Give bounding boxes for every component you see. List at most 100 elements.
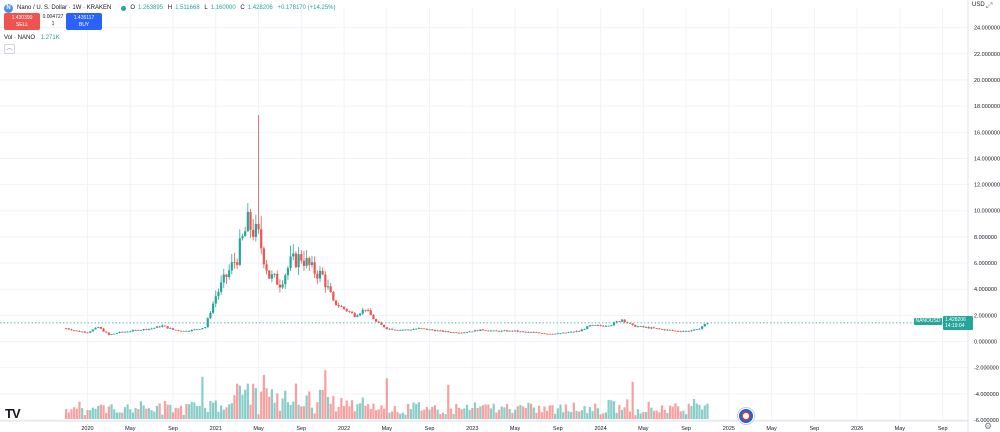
low-value: 1.160000: [210, 5, 236, 11]
ohlc-values: O 1.263895 H 1.511668 L 1.160000 C 1.428206 …: [130, 5, 338, 11]
volume-bar: [546, 410, 549, 419]
low-label: L: [204, 5, 208, 11]
candle-body: [631, 323, 634, 325]
volume-bar: [602, 413, 605, 419]
volume-bar: [364, 405, 367, 419]
high-value: 1.511668: [175, 5, 200, 11]
volume-bar: [476, 407, 479, 419]
x-tick-label: Sep: [296, 426, 306, 432]
candle-body: [94, 327, 97, 330]
volume-bar: [431, 406, 434, 419]
candle-body: [666, 329, 669, 331]
volume-bar: [564, 404, 567, 419]
candle-body: [524, 331, 527, 333]
candle-body: [182, 330, 185, 332]
volume-bar: [399, 413, 402, 419]
candle-body: [345, 308, 348, 312]
volume-bar: [212, 402, 215, 419]
candle-body: [695, 329, 698, 330]
volume-bar: [497, 409, 501, 419]
candle-body: [284, 275, 287, 285]
volume-bar: [452, 413, 455, 419]
volume-bar: [230, 403, 233, 419]
volume-bar: [409, 409, 412, 419]
candle-body: [548, 333, 551, 335]
candle-body: [190, 329, 193, 332]
y-tick-label: 4.000000: [974, 287, 997, 293]
candle-body: [292, 253, 295, 257]
volume-bar: [369, 408, 372, 419]
gear-icon[interactable]: ⚙: [984, 421, 993, 431]
volume-bar: [524, 407, 527, 419]
candle-body: [198, 329, 201, 330]
candle-body: [147, 328, 151, 330]
tradingview-logo[interactable]: TV: [5, 406, 21, 421]
candle-body: [321, 270, 324, 275]
volume-bar: [626, 399, 629, 419]
volume-bar: [548, 405, 551, 419]
volume-bar: [150, 410, 153, 419]
sell-button[interactable]: 1.430390 SELL: [4, 13, 40, 30]
volume-bar: [503, 407, 506, 419]
us-flag-icon[interactable]: [738, 408, 754, 424]
volume-bar: [302, 406, 306, 419]
volume-bar: [324, 370, 327, 419]
chevron-up-icon[interactable]: ︿: [4, 44, 15, 54]
candle-body: [642, 326, 645, 328]
candle-body: [163, 325, 167, 327]
volume-bar: [407, 403, 410, 419]
candle-body: [393, 329, 396, 331]
candle-body: [465, 332, 469, 333]
volume-bar: [129, 409, 132, 419]
volume-bar: [527, 402, 530, 419]
volume-bar: [530, 403, 533, 419]
maximize-icon[interactable]: ⤢: [986, 1, 993, 10]
candle-body: [575, 331, 578, 332]
candle-body: [342, 306, 346, 309]
candle-body: [244, 231, 247, 237]
candle-body: [489, 330, 493, 332]
candle-body: [556, 333, 559, 335]
candle-body: [583, 329, 586, 330]
candle-body: [302, 260, 306, 266]
candle-body: [444, 331, 447, 333]
x-tick-label: May: [510, 426, 521, 432]
candle-body: [546, 333, 549, 335]
candle-body: [511, 330, 514, 332]
volume-bar: [252, 383, 255, 419]
volume-bar: [693, 399, 696, 419]
quantity-value[interactable]: 1: [51, 21, 55, 27]
close-label: C: [240, 5, 245, 11]
candle-body: [703, 324, 706, 327]
symbol-title[interactable]: Nano / U. S. Dollar · 1W · KRAKEN: [17, 5, 112, 11]
x-tick-label: 2025: [723, 426, 735, 432]
volume-bar: [401, 412, 404, 419]
volume-bar: [182, 414, 185, 419]
symbol-price-tag: NANOUSD: [914, 318, 942, 325]
volume-bar: [198, 405, 201, 419]
volume-bar: [99, 404, 102, 419]
candle-body: [201, 328, 204, 330]
candle-body: [308, 258, 311, 265]
volume-bar: [607, 399, 610, 419]
volume-bar: [329, 403, 332, 419]
candle-body: [439, 330, 442, 332]
candle-body: [399, 329, 402, 331]
x-tick-label: Sep: [553, 426, 563, 432]
volume-bar: [663, 409, 666, 419]
candle-body: [423, 328, 426, 330]
buy-button[interactable]: 1.435117 BUY: [66, 13, 102, 30]
volume-bar: [666, 412, 669, 419]
y-tick-label: 14.000000: [974, 156, 1000, 162]
volume-bar: [115, 412, 119, 419]
volume-legend[interactable]: Vol · NANO 1.271K: [4, 35, 60, 41]
volume-bar: [481, 405, 485, 419]
candle-body: [701, 326, 704, 329]
candle-body: [693, 329, 696, 331]
volume-bar: [121, 412, 124, 419]
volume-bar: [249, 404, 252, 419]
volume-bar: [516, 406, 519, 419]
candle-body: [70, 329, 73, 331]
